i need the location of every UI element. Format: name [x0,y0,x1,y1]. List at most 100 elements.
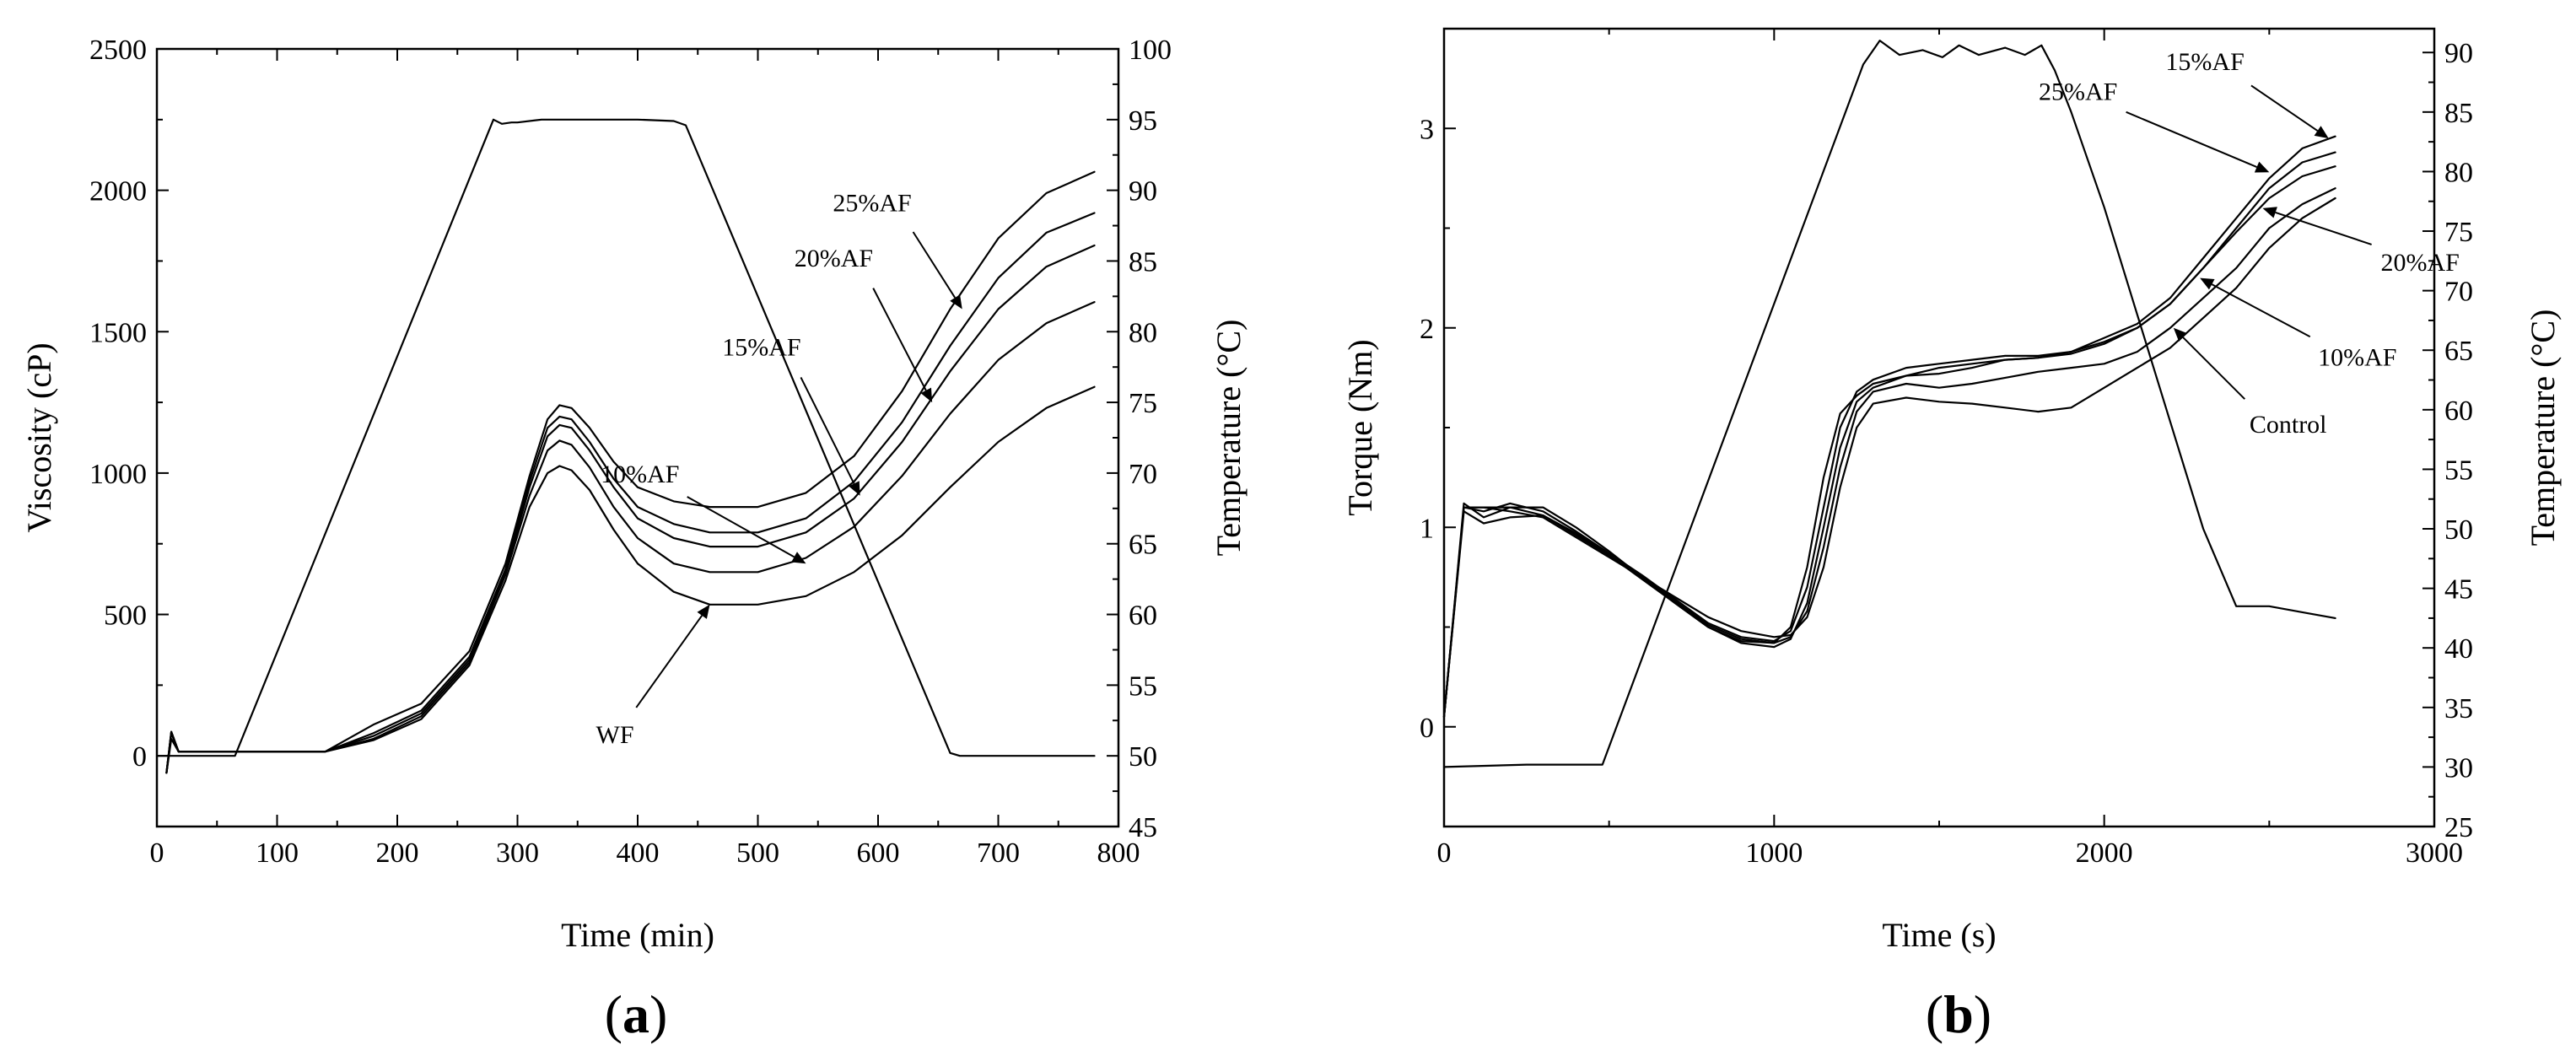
ticks-a: 0 100 200 300 400 500 600 700 800 0 500 1000 1500 200… [89,35,1172,869]
x-tick-label-a: 200 [376,837,419,869]
y2-tick-label-b: 25 [2444,812,2473,843]
y-tick-label-a: 2000 [89,176,147,207]
annotation-arrowhead-b [2173,327,2188,342]
annotation-arrow-b [2250,84,2319,132]
x-tick-label-b: 1000 [1745,837,1803,869]
annotation-label-b: Control [2250,411,2327,439]
panel-label-b: (b) [1926,984,1991,1044]
y-tick-label-a: 2500 [89,35,147,66]
y-tick-label-b: 0 [1420,713,1434,744]
annotation-label-b: 15%AF [2165,48,2244,76]
y-tick-label-a: 1500 [89,317,147,348]
annotation-arrow-b [2275,211,2372,245]
annotation-arrow-a [635,615,703,708]
annotation-label-a: 10%AF [601,460,679,488]
annotation-arrowhead-b [2200,277,2215,290]
x-tick-label-b: 3000 [2406,837,2463,869]
y2-tick-label-b: 35 [2444,693,2473,724]
y-tick-label-a: 1000 [89,459,147,490]
chart-panel-b: 0 1000 2000 3000 0 1 2 3 25 30 35 40 45 50 55 60 65 70 75 8… [1341,27,2562,954]
y-tick-label-b: 2 [1420,314,1434,345]
series-line-b-15af [1442,135,2336,719]
y2-tick-label-b: 85 [2444,98,2473,129]
y2-tick-label-b: 65 [2444,336,2473,367]
annotation-label-a: 20%AF [795,245,873,272]
y2-tick-label-a: 70 [1129,459,1157,490]
series-a [155,118,1096,774]
annotation-arrow-a [872,288,927,391]
y2-tick-label-a: 45 [1129,812,1157,843]
annotation-label-a: 25%AF [833,189,911,217]
y2-tick-label-a: 75 [1129,388,1157,419]
annotation-arrowhead-a [849,481,860,496]
x-tick-label-a: 500 [736,837,779,869]
series-line-a-25af [165,170,1096,774]
series-line-b-temperature [1442,39,2336,768]
annotation-arrow-a [912,231,957,299]
y-tick-label-b: 1 [1420,513,1434,544]
y-tick-label-b: 3 [1420,114,1434,145]
y-axis-title-a: Viscosity (cP) [20,342,58,532]
x-tick-label-a: 600 [857,837,900,869]
x-tick-label-a: 100 [256,837,299,869]
ticks-b: 0 1000 2000 3000 0 1 2 3 25 30 35 40 45 50 55 60 65 70 75 8… [1420,28,2473,869]
annotation-arrowhead-b [2262,207,2277,218]
series-line-b-control [1442,197,2336,719]
y2-tick-label-a: 85 [1129,246,1157,277]
y2-tick-label-a: 50 [1129,741,1157,773]
y-tick-label-a: 500 [104,601,147,632]
y2-tick-label-a: 55 [1129,671,1157,702]
series-b [1442,39,2336,768]
annotations-b: 15%AF 25%AF 20%AF 10%AF Control [2039,48,2460,439]
x-axis-title-b: Time (s) [1882,916,1996,954]
plot-frame-a [155,47,1120,828]
annotation-label-b: 25%AF [2039,78,2117,105]
y2-tick-label-a: 95 [1129,105,1157,137]
y2-tick-label-b: 30 [2444,752,2473,784]
x-tick-label-a: 300 [496,837,539,869]
y2-tick-label-b: 55 [2444,455,2473,486]
y2-tick-label-b: 40 [2444,633,2473,665]
annotations-a: 25%AF 20%AF 15%AF 10%AF WF [596,189,962,749]
annotation-label-a: 15%AF [722,334,800,362]
y2-tick-label-a: 60 [1129,601,1157,632]
series-line-b-10af [1442,187,2336,719]
series-line-b-25af [1442,151,2336,719]
panel-label-a: (a) [605,984,668,1044]
y2-axis-title-b: Temperature (°C) [2524,310,2562,547]
annotation-arrowhead-b [2314,126,2329,139]
x-tick-label-a: 700 [977,837,1020,869]
y2-tick-label-a: 80 [1129,317,1157,348]
x-axis-title-a: Time (min) [561,916,714,954]
series-line-a-15af [165,244,1096,774]
annotation-arrowhead-b [2254,161,2270,173]
panel-label-a-letter: a [622,984,649,1044]
y2-tick-label-b: 60 [2444,396,2473,427]
annotation-label-a: WF [596,721,634,749]
y-axis-title-b: Torque (Nm) [1341,339,1379,515]
panel-label-b-letter: b [1943,984,1974,1044]
series-line-a-temperature [155,118,1096,757]
y2-tick-label-b: 80 [2444,157,2473,188]
x-tick-label-a: 0 [150,837,164,869]
y2-tick-label-b: 45 [2444,574,2473,606]
annotation-label-b: 20%AF [2381,249,2460,277]
annotation-arrowhead-a [950,294,962,310]
x-tick-label-a: 800 [1097,837,1140,869]
annotation-arrowhead-a [791,552,806,564]
annotation-arrow-b [2182,337,2245,400]
series-line-a-10af [165,301,1096,774]
chart-panel-a: 0 100 200 300 400 500 600 700 800 0 500 1000 1500 200… [20,35,1248,954]
series-line-b-20af [1442,165,2336,719]
annotation-arrowhead-a [697,604,710,619]
y2-axis-title-a: Temperature (°C) [1210,320,1248,557]
x-tick-label-b: 0 [1437,837,1452,869]
annotation-arrow-a [800,376,855,484]
x-tick-label-a: 400 [617,837,660,869]
annotation-arrow-b [2126,110,2257,168]
y-tick-label-a: 0 [132,741,147,773]
y2-tick-label-a: 65 [1129,530,1157,561]
y2-tick-label-b: 75 [2444,217,2473,248]
y2-tick-label-b: 70 [2444,277,2473,308]
